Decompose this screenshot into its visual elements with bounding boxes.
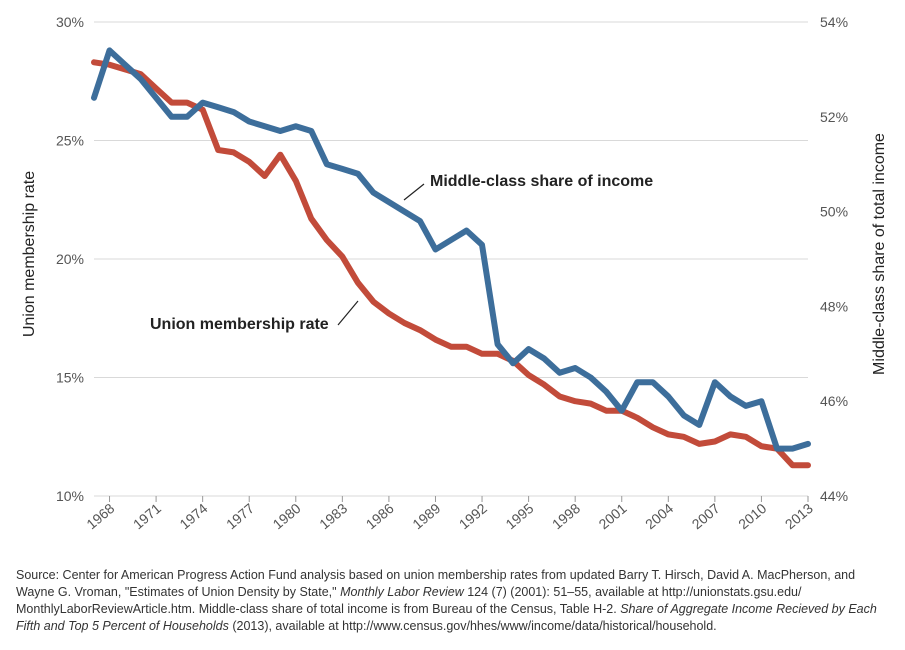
source-text-2: 124 (7) (2001): 51–55, available at http… (16, 585, 802, 616)
x-tick-label: 1974 (176, 500, 210, 532)
middle-class-share-line (91, 47, 811, 452)
x-tick-label: 2007 (689, 500, 723, 532)
left-axis-ticks: 10% 15% 20% 25% 30% (56, 14, 84, 504)
x-axis-ticks: 1968 1971 1974 1977 1980 1983 1986 1989 1992 1995… (83, 496, 816, 532)
middle-class-annotation: Middle-class share of income (430, 173, 653, 190)
union-annotation: Union membership rate (150, 316, 329, 333)
right-tick-label: 52% (820, 109, 848, 125)
right-tick-label: 48% (820, 298, 848, 314)
x-tick-label: 1983 (316, 500, 350, 532)
source-text-1: Source: Center for American Progress Act… (16, 568, 856, 599)
chart: 10%15%20%25%30% 44%46%48%50%52%54% 1968 1… (21, 14, 888, 532)
x-tick-label: 1971 (130, 500, 164, 532)
x-tick-label: 1992 (456, 500, 490, 532)
x-tick-label: 2013 (782, 500, 816, 532)
left-tick-label: 10% (56, 488, 84, 504)
x-tick-label: 1968 (83, 500, 117, 532)
series-lines (91, 47, 811, 469)
right-tick-label: 54% (820, 14, 848, 30)
x-tick-label: 1998 (549, 500, 583, 532)
left-tick-label: 30% (56, 14, 84, 30)
x-tick-label: 1989 (409, 500, 443, 532)
source-note: Source: Center for American Progress Act… (16, 567, 892, 635)
right-tick-label: 46% (820, 393, 848, 409)
right-axis-ticks: 44% 46% 48% 50% 52% 54% (820, 14, 848, 504)
x-tick-label: 2010 (735, 500, 769, 532)
source-text-3: (2013), available at http://www.census.g… (228, 619, 717, 633)
source-journal: Monthly Labor Review (340, 585, 464, 599)
x-tick-label: 2004 (642, 500, 676, 532)
right-axis-label: Middle-class share of total income (871, 133, 888, 375)
left-axis-label: Union membership rate (21, 171, 38, 337)
union-annotation-leader (337, 300, 359, 326)
x-tick-label: 2001 (596, 500, 630, 532)
right-tick-label: 44% (820, 488, 848, 504)
left-tick-label: 25% (56, 133, 84, 149)
union-membership-line (91, 59, 811, 469)
left-tick-label: 15% (56, 370, 84, 386)
x-tick-label: 1986 (363, 500, 397, 532)
x-tick-label: 1980 (270, 500, 304, 532)
source-report-title: Share of Aggregate Income Recieved by Ea… (16, 602, 877, 633)
x-tick-label: 1977 (223, 500, 257, 532)
x-tick-label: 1995 (502, 500, 536, 532)
middle-class-annotation-leader (403, 183, 425, 201)
right-tick-label: 50% (820, 204, 848, 220)
left-tick-label: 20% (56, 251, 84, 267)
